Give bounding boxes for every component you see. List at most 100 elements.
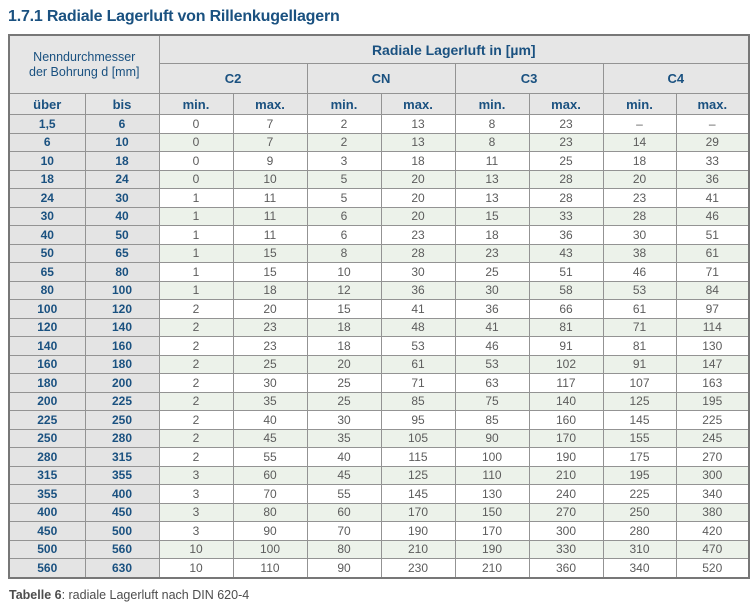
clearance-value-cell: 20 — [232, 299, 308, 319]
table-caption-text: : radiale Lagerluft nach DIN 620-4 — [61, 587, 250, 602]
section-title: 1.7.1 Radiale Lagerluft von Rillenkugell… — [8, 8, 340, 25]
clearance-value-cell: 28 — [602, 206, 677, 226]
clearance-value-cell: 147 — [675, 354, 750, 374]
clearance-value-cell: 1 — [158, 280, 234, 300]
clearance-value-cell: 8 — [454, 132, 530, 152]
clearance-value-cell: 1 — [158, 206, 234, 226]
clearance-value-cell: 58 — [528, 280, 604, 300]
clearance-value-cell: 130 — [675, 336, 750, 356]
bore-range-cell: 24 — [84, 169, 160, 189]
clearance-value-cell: 170 — [454, 521, 530, 541]
table-row: 18 24 0 10 5 20 13 28 20 36 — [8, 169, 750, 189]
clearance-value-cell: 25 — [306, 391, 382, 411]
table-row: 160 180 2 25 20 61 53 102 91 147 — [8, 354, 750, 374]
clearance-value-cell: 13 — [454, 188, 530, 208]
clearance-value-cell: 13 — [454, 169, 530, 189]
bore-range-cell: 6 — [84, 114, 160, 134]
clearance-value-cell: 3 — [158, 484, 234, 504]
bore-range-cell: 200 — [84, 373, 160, 393]
table-row: 6 10 0 7 2 13 8 23 14 29 — [8, 132, 750, 152]
table-caption: Tabelle 6: radiale Lagerluft nach DIN 62… — [9, 588, 748, 602]
clearance-value-cell: 2 — [158, 317, 234, 337]
clearance-value-cell: 145 — [380, 484, 456, 504]
table-row: 450 500 3 90 70 190 170 300 280 420 — [8, 521, 750, 541]
clearance-value-cell: 61 — [602, 299, 677, 319]
clearance-value-cell: 15 — [306, 299, 382, 319]
clearance-value-cell: 53 — [602, 280, 677, 300]
bore-range-cell: 400 — [8, 502, 86, 522]
col-header-c4-max: max. — [675, 93, 750, 115]
table-row: 120 140 2 23 18 48 41 81 71 114 — [8, 317, 750, 337]
clearance-value-cell: 250 — [602, 502, 677, 522]
clearance-value-cell: 360 — [528, 558, 604, 578]
clearance-value-cell: 70 — [232, 484, 308, 504]
table-row: 30 40 1 11 6 20 15 33 28 46 — [8, 206, 750, 226]
clearance-value-cell: 80 — [306, 539, 382, 559]
table-row: 100 120 2 20 15 41 36 66 61 97 — [8, 299, 750, 319]
bore-range-cell: 225 — [84, 391, 160, 411]
clearance-value-cell: 3 — [158, 465, 234, 485]
clearance-value-cell: 23 — [380, 225, 456, 245]
clearance-value-cell: 20 — [380, 188, 456, 208]
col-header-c4-min: min. — [602, 93, 677, 115]
bore-range-cell: 450 — [8, 521, 86, 541]
clearance-value-cell: 2 — [158, 428, 234, 448]
table-row: 560 630 10 110 90 230 210 360 340 520 — [8, 558, 750, 578]
bore-range-cell: 355 — [8, 484, 86, 504]
clearance-value-cell: 95 — [380, 410, 456, 430]
clearance-value-cell: 60 — [232, 465, 308, 485]
clearance-value-cell: 55 — [306, 484, 382, 504]
clearance-value-cell: 20 — [306, 354, 382, 374]
bore-range-cell: 120 — [8, 317, 86, 337]
clearance-value-cell: 20 — [602, 169, 677, 189]
clearance-value-cell: 2 — [158, 410, 234, 430]
clearance-value-cell: 7 — [232, 132, 308, 152]
clearance-value-cell: 28 — [528, 188, 604, 208]
bore-range-cell: 280 — [84, 428, 160, 448]
table-row: 225 250 2 40 30 95 85 160 145 225 — [8, 410, 750, 430]
clearance-value-cell: 29 — [675, 132, 750, 152]
clearance-value-cell: 33 — [675, 151, 750, 171]
table-row: 40 50 1 11 6 23 18 36 30 51 — [8, 225, 750, 245]
clearance-value-cell: 46 — [602, 262, 677, 282]
bore-range-cell: 140 — [8, 336, 86, 356]
clearance-value-cell: 20 — [380, 169, 456, 189]
clearance-value-cell: 18 — [232, 280, 308, 300]
bore-range-cell: 280 — [8, 447, 86, 467]
clearance-value-cell: 9 — [232, 151, 308, 171]
clearance-value-cell: 38 — [602, 243, 677, 263]
bore-diameter-header-line1: Nenndurchmesser — [33, 49, 136, 64]
clearance-value-cell: 45 — [232, 428, 308, 448]
clearance-value-cell: 8 — [454, 114, 530, 134]
clearance-value-cell: 30 — [454, 280, 530, 300]
bore-range-cell: 315 — [84, 447, 160, 467]
clearance-value-cell: 100 — [454, 447, 530, 467]
clearance-value-cell: 36 — [454, 299, 530, 319]
clearance-class-c4-header: C4 — [602, 63, 750, 94]
table-row: 250 280 2 45 35 105 90 170 155 245 — [8, 428, 750, 448]
clearance-value-cell: 25 — [232, 354, 308, 374]
bore-range-cell: 10 — [8, 151, 86, 171]
bore-range-cell: 160 — [84, 336, 160, 356]
clearance-value-cell: 3 — [158, 521, 234, 541]
clearance-value-cell: 70 — [306, 521, 382, 541]
table-row: 200 225 2 35 25 85 75 140 125 195 — [8, 391, 750, 411]
clearance-value-cell: 225 — [675, 410, 750, 430]
clearance-value-cell: 100 — [232, 539, 308, 559]
clearance-value-cell: 2 — [306, 132, 382, 152]
clearance-value-cell: 90 — [306, 558, 382, 578]
clearance-value-cell: 140 — [528, 391, 604, 411]
radial-clearance-header: Radiale Lagerluft in [µm] — [158, 34, 750, 64]
clearance-value-cell: 23 — [454, 243, 530, 263]
clearance-value-cell: 520 — [675, 558, 750, 578]
clearance-value-cell: 51 — [675, 225, 750, 245]
bore-range-cell: 50 — [8, 243, 86, 263]
clearance-value-cell: 61 — [675, 243, 750, 263]
bore-range-cell: 315 — [8, 465, 86, 485]
clearance-value-cell: 11 — [454, 151, 530, 171]
clearance-value-cell: 63 — [454, 373, 530, 393]
clearance-value-cell: 35 — [306, 428, 382, 448]
clearance-value-cell: 170 — [380, 502, 456, 522]
clearance-value-cell: 8 — [306, 243, 382, 263]
clearance-value-cell: 40 — [232, 410, 308, 430]
